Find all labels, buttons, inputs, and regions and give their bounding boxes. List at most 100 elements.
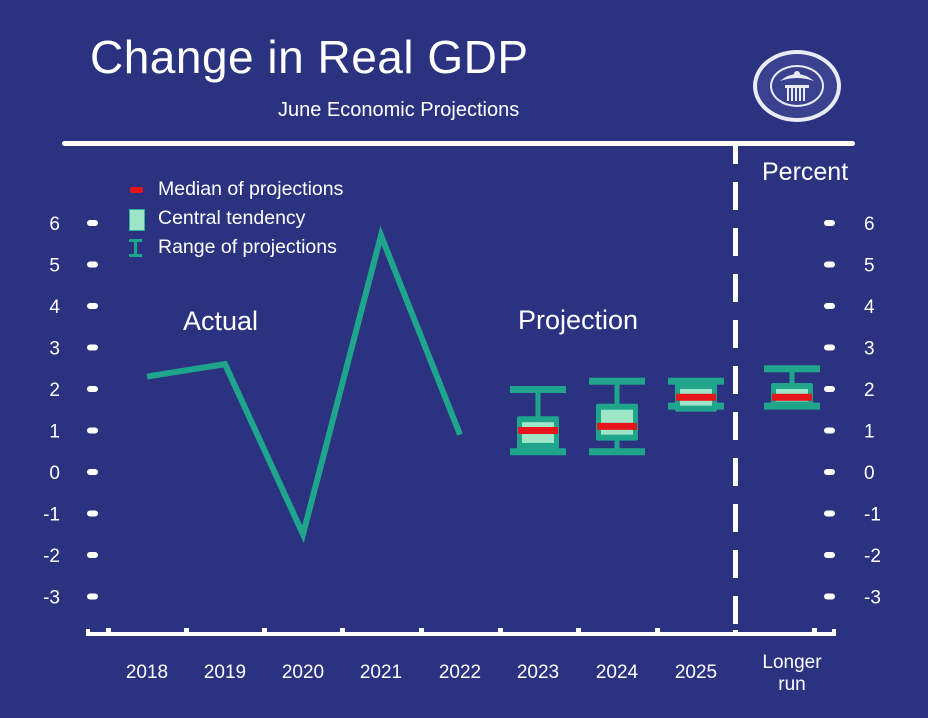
x-tick-label: 2022 bbox=[439, 662, 481, 683]
legend-label-central: Central tendency bbox=[158, 207, 306, 229]
y-tick-left bbox=[87, 510, 98, 517]
x-tick-label-line: Longer bbox=[762, 652, 822, 673]
x-tick-label: 2019 bbox=[204, 662, 246, 683]
legend-item-median: Median of projections bbox=[124, 175, 343, 204]
y-tick-label-left: -3 bbox=[43, 588, 60, 609]
title-rule bbox=[62, 141, 855, 146]
y-tick-left bbox=[87, 220, 98, 226]
y-tick-label-right: -1 bbox=[864, 505, 881, 526]
range-cap-low bbox=[510, 448, 566, 456]
y-tick-right bbox=[824, 427, 835, 434]
range-swatch-icon bbox=[124, 236, 148, 260]
legend-item-range: Range of projections bbox=[124, 233, 343, 262]
legend-label-median: Median of projections bbox=[158, 178, 344, 200]
x-tick-label-line: 2022 bbox=[439, 662, 481, 683]
x-tick-label: 2023 bbox=[517, 662, 559, 683]
legend-item-central: Central tendency bbox=[124, 204, 343, 233]
y-tick-label-left: 6 bbox=[49, 214, 60, 235]
x-tick-label: Longer run bbox=[762, 652, 822, 695]
y-tick-label-left: 4 bbox=[49, 297, 60, 318]
range-cap-high bbox=[764, 365, 820, 373]
median-marker bbox=[597, 422, 637, 430]
x-tick-label: 2025 bbox=[675, 662, 717, 683]
central-tendency-box bbox=[601, 409, 633, 435]
y-tick-label-left: 1 bbox=[49, 422, 60, 443]
y-tick-label-left: 0 bbox=[49, 463, 60, 484]
x-axis-line bbox=[86, 632, 836, 636]
median-marker bbox=[676, 393, 716, 401]
x-tick-label-line: 2025 bbox=[675, 662, 717, 683]
x-tick-label-line: 2020 bbox=[282, 662, 324, 683]
x-tick-label-line: 2024 bbox=[596, 662, 639, 683]
x-axis-tick bbox=[498, 628, 503, 633]
x-tick-label-line: 2018 bbox=[126, 662, 168, 683]
x-tick-label: 2024 bbox=[596, 662, 639, 683]
range-cap-high bbox=[589, 377, 645, 385]
y-tick-label-left: -1 bbox=[43, 505, 60, 526]
y-tick-label-right: 0 bbox=[864, 463, 875, 484]
x-axis-tick bbox=[262, 628, 267, 633]
y-tick-right bbox=[824, 220, 835, 226]
y-tick-label-left: 3 bbox=[49, 339, 60, 360]
actual-series-line bbox=[146, 225, 463, 544]
y-tick-left bbox=[87, 552, 98, 558]
y-tick-label-right: -3 bbox=[864, 588, 881, 609]
x-tick-label: 2018 bbox=[126, 662, 168, 683]
central-tendency-swatch-icon bbox=[124, 207, 148, 231]
range-cap-high bbox=[668, 377, 724, 385]
x-tick-label: 2020 bbox=[282, 662, 324, 683]
y-tick-label-right: 1 bbox=[864, 422, 875, 443]
y-tick-left bbox=[87, 386, 98, 392]
median-marker bbox=[772, 393, 812, 401]
y-tick-label-right: 6 bbox=[864, 214, 875, 235]
y-tick-left bbox=[87, 261, 98, 268]
median-marker bbox=[518, 427, 558, 434]
y-tick-right bbox=[824, 469, 835, 475]
chart-title: Change in Real GDP bbox=[90, 31, 529, 83]
y-tick-label-left: -2 bbox=[43, 546, 60, 567]
y-tick-label-right: 5 bbox=[864, 256, 875, 277]
y-tick-label-left: 2 bbox=[49, 380, 60, 401]
y-tick-right bbox=[824, 386, 835, 392]
y-tick-right bbox=[824, 261, 835, 268]
unit-label: Percent bbox=[762, 158, 849, 186]
y-tick-left bbox=[87, 303, 98, 309]
x-axis-tick bbox=[106, 628, 111, 633]
x-axis-tick bbox=[655, 628, 660, 633]
y-tick-right bbox=[824, 344, 835, 351]
x-axis-end-tick bbox=[832, 629, 836, 636]
x-axis-tick bbox=[419, 628, 424, 633]
y-tick-label-right: 2 bbox=[864, 380, 875, 401]
y-tick-label-left: 5 bbox=[49, 256, 60, 277]
y-tick-right bbox=[824, 593, 835, 600]
x-axis-tick bbox=[576, 628, 581, 633]
x-tick-label: 2021 bbox=[360, 662, 402, 683]
y-tick-left bbox=[87, 593, 98, 600]
x-tick-label-line: 2021 bbox=[360, 662, 402, 683]
legend-label-range: Range of projections bbox=[158, 236, 337, 258]
y-tick-right bbox=[824, 303, 835, 309]
x-axis-tick bbox=[340, 628, 345, 633]
x-tick-label-line: run bbox=[778, 674, 805, 695]
longer-run-separator bbox=[733, 143, 738, 635]
x-axis-tick bbox=[184, 628, 189, 633]
y-tick-left bbox=[87, 427, 98, 434]
federal-reserve-seal-logo bbox=[753, 50, 841, 122]
annotation-actual: Actual bbox=[183, 306, 259, 336]
y-tick-left bbox=[87, 344, 98, 351]
y-tick-label-right: -2 bbox=[864, 546, 881, 567]
annotation-projection: Projection bbox=[518, 305, 639, 335]
y-tick-right bbox=[824, 552, 835, 558]
x-tick-label-line: 2019 bbox=[204, 662, 246, 683]
y-tick-label-right: 3 bbox=[864, 339, 875, 360]
x-axis-end-tick bbox=[86, 629, 90, 636]
median-swatch-icon bbox=[124, 178, 148, 202]
range-cap-high bbox=[510, 386, 566, 393]
x-axis-tick bbox=[812, 628, 817, 633]
y-tick-left bbox=[87, 469, 98, 475]
legend: Median of projections Central tendency R… bbox=[124, 175, 343, 262]
y-tick-label-right: 4 bbox=[864, 297, 875, 318]
x-tick-label-line: 2023 bbox=[517, 662, 559, 683]
chart-subtitle: June Economic Projections bbox=[278, 99, 520, 121]
